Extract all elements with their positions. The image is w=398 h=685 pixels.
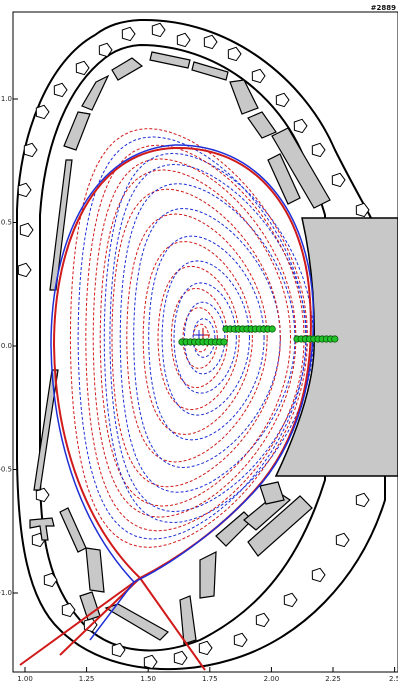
wall-tile-pentagon	[355, 492, 370, 508]
flux-surface-blue	[192, 318, 216, 358]
wall-tile-pentagon	[227, 46, 242, 62]
shot-label: #2889	[371, 4, 396, 12]
flux-surface-red	[170, 287, 228, 389]
x-tick-label: 2.5	[389, 675, 398, 683]
flux-surface-blue	[119, 183, 296, 493]
wall-tile-pentagon	[151, 22, 166, 38]
y-tick-label: -1.0	[0, 589, 12, 597]
y-tick-label: 0.0	[1, 342, 12, 350]
flux-surface-blue	[109, 163, 307, 513]
wall-tile-pentagon	[35, 104, 50, 120]
wall-tile-pentagon	[311, 567, 326, 583]
wall-tile-pentagon	[331, 172, 346, 188]
wall-tile-pentagon	[293, 118, 308, 134]
flux-surface-blue	[183, 301, 226, 375]
flux-surface-blue	[77, 136, 307, 540]
flux-surface-red	[99, 169, 292, 507]
upper-left-tile-2	[63, 111, 91, 151]
wall-tile-pentagon	[335, 532, 350, 548]
upper-left-tile-1	[81, 74, 110, 111]
measurement-points	[178, 325, 339, 346]
wall-tile-pentagon	[311, 142, 326, 158]
flux-surface-red	[92, 158, 297, 518]
upper-tile-6	[271, 127, 331, 209]
upper-tile-4	[229, 79, 259, 115]
x-tick-label: 2.25	[325, 675, 341, 683]
coil-t-shape	[29, 517, 55, 541]
wall-tile-pentagon	[17, 182, 32, 198]
flux-surface-blue	[133, 207, 281, 469]
flux-surface-red	[126, 213, 268, 463]
flux-surface-red	[157, 265, 240, 411]
upper-tile-2	[149, 51, 191, 69]
measurement-point	[268, 325, 276, 333]
x-tick-label: 1.00	[17, 675, 33, 683]
flux-surface-red	[85, 144, 305, 532]
separatrix-blue	[50, 144, 315, 641]
upper-tile-5	[247, 111, 277, 139]
wall-tile-pentagon	[17, 262, 32, 278]
flux-surface-red	[69, 128, 309, 548]
wall-tile-pentagon	[283, 592, 298, 608]
flux-surface-red	[142, 241, 253, 435]
wall-tile-pentagon	[176, 32, 191, 48]
lower-divertor-tile-2	[85, 547, 105, 593]
lower-divertor-tile-10	[259, 481, 285, 505]
vessel-outer-wall	[16, 18, 386, 671]
flux-surface-blue	[103, 152, 314, 524]
wall-tile-pentagon	[203, 34, 218, 50]
wall-tile-pentagon	[53, 82, 68, 98]
flux-surface-red	[182, 307, 218, 369]
x-tick-label: 1.50	[140, 675, 156, 683]
upper-tile-1	[111, 57, 144, 81]
upper-tile-7	[267, 153, 301, 205]
wall-tile-pentagon	[43, 572, 58, 588]
wall-tile-pentagon	[111, 642, 126, 658]
wall-tile-pentagon	[23, 142, 38, 158]
wall-tile-pentagon	[61, 602, 76, 618]
lower-divertor-tile-1	[59, 507, 87, 553]
y-tick-label: -0.5	[0, 466, 12, 474]
y-tick-label: 0.5	[1, 219, 12, 227]
wall-tile-pentagon	[19, 222, 34, 238]
wall-tile-pentagon	[198, 640, 213, 656]
inner-wall-strip-low	[33, 369, 59, 491]
lower-divertor-tile-3	[79, 591, 101, 621]
wall-tile-pentagon	[143, 654, 158, 670]
wall-tile-pentagon	[233, 632, 248, 648]
measurement-point	[220, 338, 228, 346]
x-tick-label: 1.75	[202, 675, 218, 683]
wall-tile-pentagon	[251, 68, 266, 84]
wall-tile-pentagon	[98, 42, 113, 58]
flux-surface-red	[192, 323, 210, 353]
wall-tile-pentagon	[121, 26, 136, 42]
inner-wall-strip	[49, 159, 73, 291]
flux-surface-blue	[161, 260, 250, 416]
lower-divertor-tile-4	[104, 603, 169, 641]
lower-divertor-tile-6	[199, 551, 217, 599]
flux-surface-blue	[173, 282, 237, 394]
lower-divertor-tile-5	[179, 595, 197, 645]
plot-frame	[12, 11, 398, 673]
wall-tile-pentagon	[173, 650, 188, 666]
outer-limiter-block	[274, 217, 398, 477]
x-tick-label: 2.00	[264, 675, 280, 683]
x-tick-label: 1.25	[79, 675, 95, 683]
wall-tile-pentagon	[75, 60, 90, 76]
wall-tiles	[17, 22, 398, 670]
flux-surface-blue	[148, 235, 265, 441]
lower-divertor-tile-9	[247, 495, 313, 557]
wall-tile-pentagon	[255, 612, 270, 628]
flux-surfaces	[69, 128, 314, 548]
measurement-point	[331, 335, 339, 343]
wall-tile-pentagon	[275, 92, 290, 108]
upper-tile-3	[191, 61, 229, 81]
y-tick-label: 1.0	[1, 95, 12, 103]
wall-tile-pentagon	[355, 202, 370, 218]
